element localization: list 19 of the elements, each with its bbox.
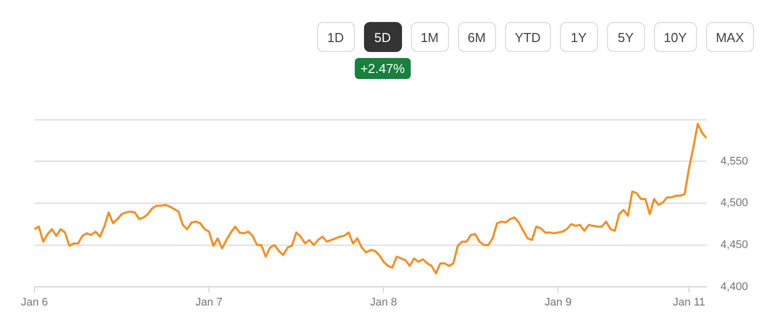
x-tick-label: Jan 8 <box>370 296 398 308</box>
x-tick-label: Jan 7 <box>196 296 222 308</box>
text: 5Y <box>606 22 645 52</box>
y-tick-label: 4,550 <box>720 155 748 168</box>
text: 5D <box>364 22 402 52</box>
text: 1M <box>410 22 449 52</box>
y-tick-label: 4,500 <box>720 197 748 210</box>
text: 6M <box>458 22 496 52</box>
y-tick-label: 4,450 <box>720 239 748 252</box>
text: YTD <box>504 22 551 52</box>
text: +2.47% <box>354 58 411 79</box>
x-tick-label: Jan 6 <box>20 296 48 308</box>
text: MAX <box>706 22 754 52</box>
y-tick-label: 4,400 <box>720 280 748 293</box>
text: 1D <box>316 22 355 52</box>
text: 10Y <box>654 22 697 52</box>
text: 1Y <box>560 22 598 52</box>
x-tick-label: Jan 11 <box>672 296 706 308</box>
x-tick-label: Jan 9 <box>544 296 572 308</box>
